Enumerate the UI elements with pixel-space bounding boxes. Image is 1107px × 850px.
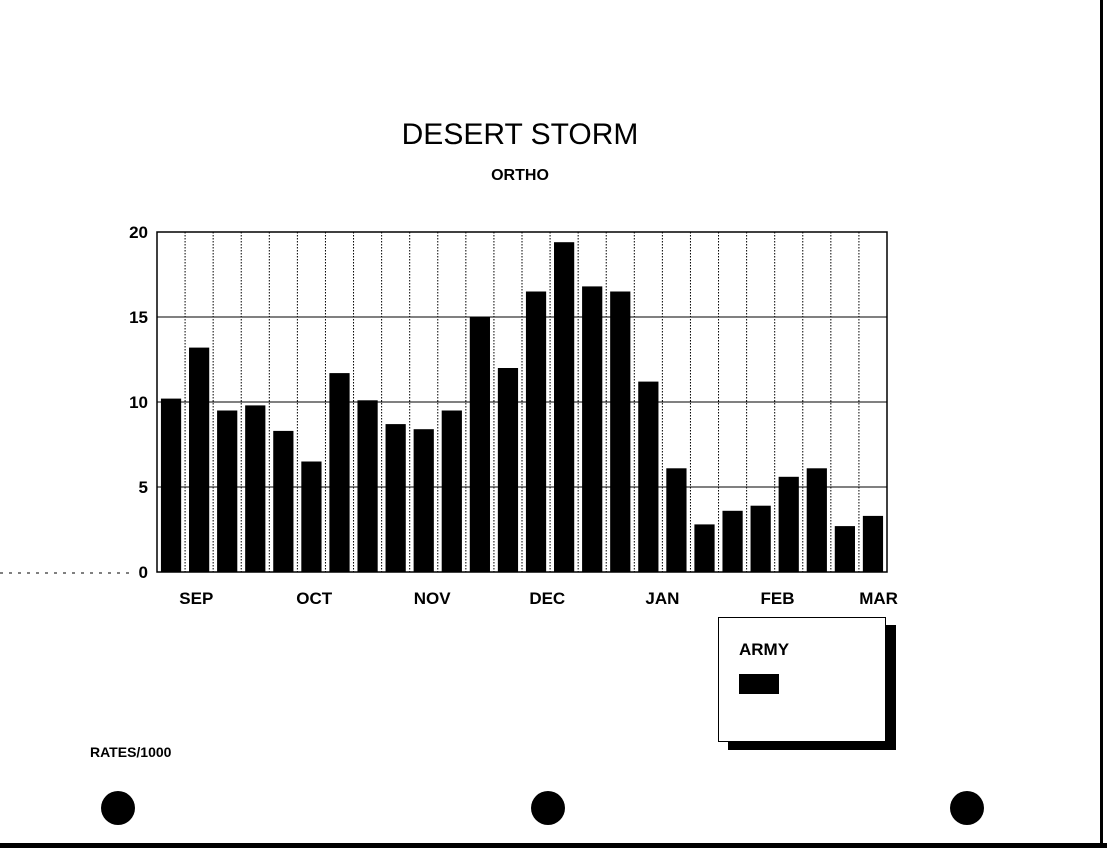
bar (834, 526, 855, 572)
bar (778, 476, 799, 572)
x-tick-label: JAN (645, 589, 679, 608)
punch-hole-left (101, 791, 135, 825)
x-tick-label: MAR (859, 589, 898, 608)
y-tick-label: 0 (139, 563, 148, 582)
bar (582, 286, 603, 572)
bar (245, 405, 266, 572)
punch-hole-center (531, 791, 565, 825)
bar (385, 424, 406, 572)
y-axis-label: RATES/1000 (90, 744, 172, 760)
bar (862, 515, 884, 572)
bar (357, 400, 378, 572)
bar (694, 524, 715, 572)
bar (666, 468, 687, 572)
bar (469, 317, 490, 572)
bar (806, 468, 827, 572)
x-tick-label: OCT (296, 589, 333, 608)
bar (554, 242, 575, 572)
y-tick-label: 5 (139, 478, 148, 497)
legend-swatch-army (739, 674, 779, 694)
x-tick-label: DEC (529, 589, 565, 608)
bar (497, 368, 519, 572)
bar (722, 510, 743, 572)
y-tick-label: 10 (129, 393, 148, 412)
bar (525, 291, 547, 572)
page-border-right (1100, 0, 1103, 848)
x-tick-label: NOV (414, 589, 452, 608)
bar (413, 429, 434, 572)
bar (189, 347, 210, 572)
bar (441, 410, 462, 572)
plot-frame (156, 231, 888, 573)
x-tick-label: FEB (761, 589, 795, 608)
chart-title: DESERT STORM (401, 118, 639, 151)
punch-hole-right (950, 791, 984, 825)
x-tick-label: SEP (179, 589, 213, 608)
bar (160, 398, 182, 572)
chart-subtitle: ORTHO (491, 167, 549, 184)
bar (273, 430, 294, 572)
bar (750, 505, 771, 572)
bar (217, 410, 238, 572)
bar (610, 291, 631, 572)
page-border-bottom (0, 843, 1107, 848)
legend: ARMY (718, 617, 886, 742)
y-tick-label: 20 (129, 223, 148, 242)
bar (329, 373, 350, 572)
bar (301, 461, 322, 572)
legend-label-army: ARMY (739, 640, 790, 659)
y-tick-label: 15 (129, 308, 148, 327)
bar (638, 381, 659, 572)
